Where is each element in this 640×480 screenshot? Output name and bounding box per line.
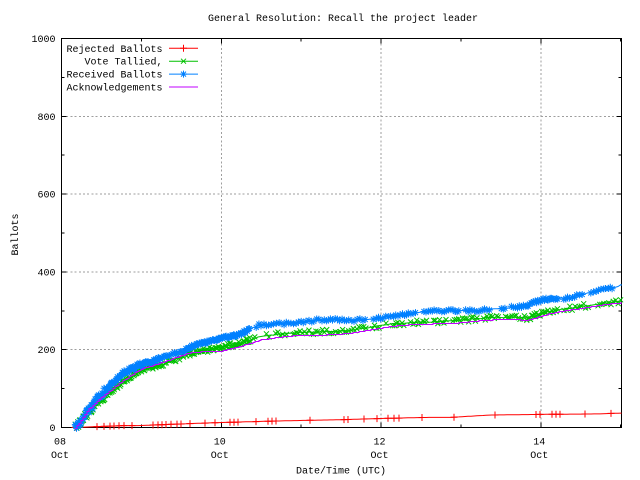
- svg-text:Oct: Oct: [370, 451, 388, 462]
- svg-text:12: 12: [373, 438, 385, 449]
- svg-text:Received Ballots: Received Ballots: [66, 70, 162, 82]
- svg-text:Vote Tallied,: Vote Tallied,: [84, 57, 162, 69]
- svg-text:1000: 1000: [31, 35, 55, 46]
- svg-text:Oct: Oct: [51, 451, 69, 462]
- svg-text:800: 800: [37, 113, 55, 124]
- svg-text:Date/Time (UTC): Date/Time (UTC): [296, 466, 386, 478]
- svg-text:Rejected Ballots: Rejected Ballots: [66, 44, 162, 56]
- svg-text:0: 0: [49, 424, 55, 435]
- svg-text:08: 08: [54, 438, 66, 449]
- svg-text:General Resolution: Recall the: General Resolution: Recall the project l…: [208, 13, 478, 25]
- svg-text:Acknowledgements: Acknowledgements: [66, 83, 162, 95]
- svg-text:14: 14: [533, 438, 545, 449]
- svg-text:Ballots: Ballots: [10, 213, 22, 255]
- svg-text:Oct: Oct: [530, 451, 548, 462]
- svg-text:200: 200: [37, 346, 55, 357]
- svg-text:Oct: Oct: [211, 451, 229, 462]
- svg-text:600: 600: [37, 191, 55, 202]
- svg-text:400: 400: [37, 268, 55, 279]
- svg-text:10: 10: [214, 438, 226, 449]
